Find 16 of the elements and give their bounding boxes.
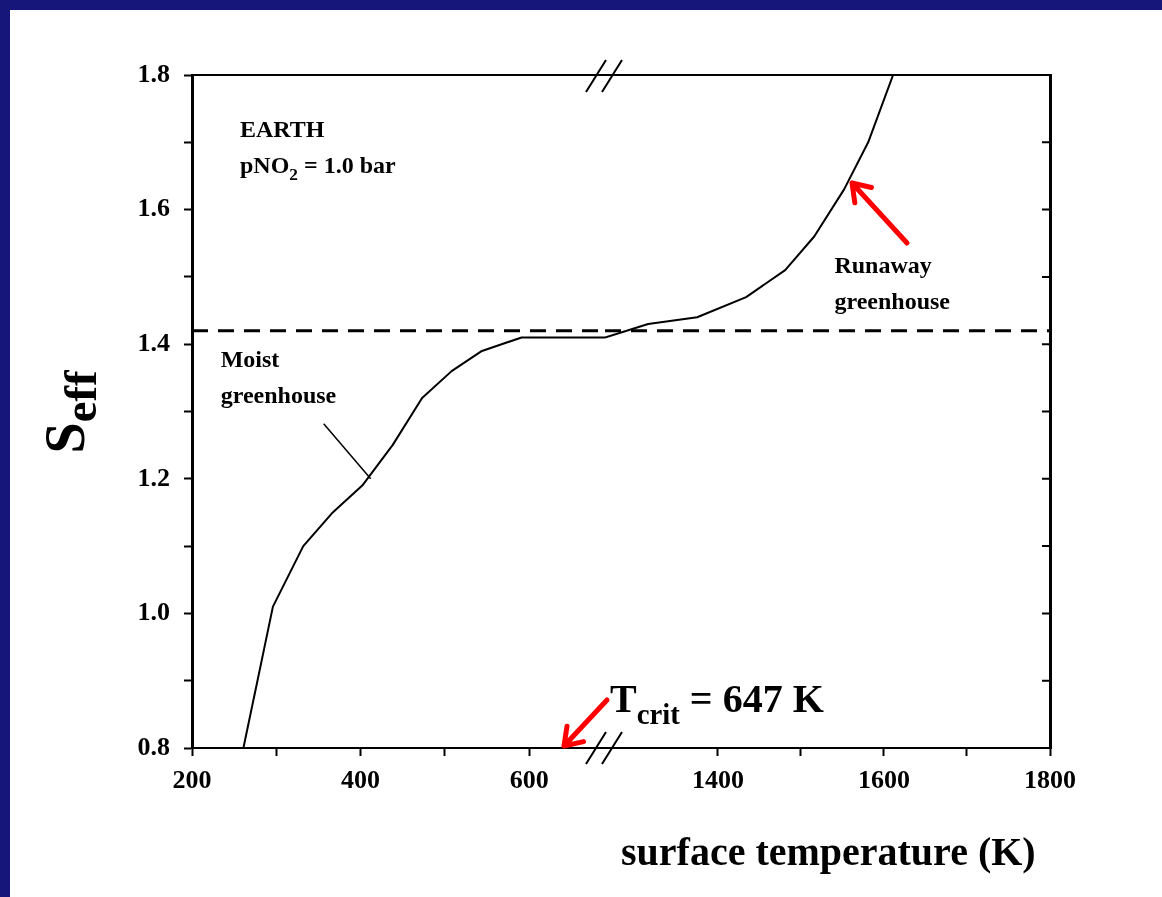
annotation: Moist greenhouse (220, 345, 337, 408)
x-axis-title: surface temperature (K) (621, 828, 1036, 875)
x-tick-label: 1400 (691, 765, 744, 795)
y-tick-label: 1.6 (137, 193, 170, 223)
y-tick-label: 0.8 (137, 731, 170, 761)
x-tick-label: 600 (509, 765, 549, 795)
y-tick-label: 1.8 (137, 58, 170, 88)
x-tick-label: 400 (341, 765, 381, 795)
y-tick-label: 1.2 (137, 462, 170, 492)
x-tick-label: 1600 (857, 765, 910, 795)
x-tick-label: 200 (172, 765, 212, 795)
y-tick-label: 1.0 (137, 597, 170, 627)
annotation: Runaway greenhouse (834, 251, 951, 314)
y-tick-label: 1.4 (137, 327, 170, 357)
annotation: EARTH (240, 116, 325, 142)
x-tick-label: 1800 (1024, 765, 1076, 795)
